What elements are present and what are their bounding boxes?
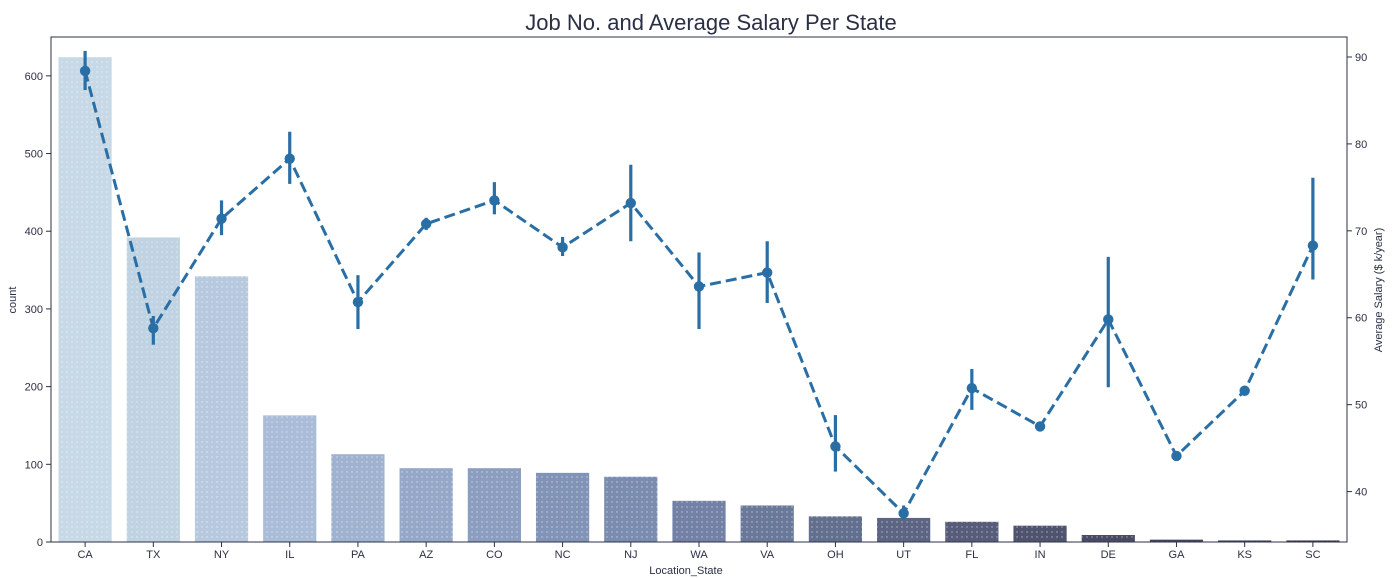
x-tick-label-ga: GA (1169, 549, 1186, 561)
bar-texture-ca (58, 57, 112, 542)
salary-point-de (1103, 314, 1114, 325)
bar-texture-co (467, 468, 521, 542)
y2-tick-label: 50 (1355, 400, 1367, 412)
y-axis-label: count (7, 287, 19, 314)
x-tick-label-fl: FL (965, 549, 978, 561)
x-tick-label-in: IN (1035, 549, 1046, 561)
x-tick-label-az: AZ (419, 549, 433, 561)
salary-point-in (1034, 421, 1046, 432)
bar-texture-pa (331, 454, 385, 542)
x-tick-label-ny: NY (214, 549, 230, 561)
bar-texture-fl (945, 521, 999, 542)
y2-tick-label: 80 (1355, 139, 1367, 151)
y-tick-label: 500 (25, 149, 43, 161)
salary-point-il (284, 153, 295, 164)
y-tick-label: 300 (25, 304, 43, 316)
bar-texture-ga (1149, 539, 1204, 542)
salary-point-nc (557, 242, 568, 253)
salary-point-ks (1239, 385, 1250, 396)
x-tick-label-oh: OH (827, 549, 844, 561)
salary-point-nj (625, 197, 636, 209)
salary-point-oh (830, 441, 841, 452)
bar-texture-tx (126, 237, 180, 542)
salary-point-sc (1307, 240, 1319, 251)
y2-axis-label: Average Salary ($ k/year) (1373, 228, 1385, 353)
salary-point-ca (79, 65, 91, 77)
salary-line-layer (79, 50, 1319, 520)
x-tick-label-va: VA (760, 549, 775, 561)
y2-tick-label: 40 (1355, 487, 1367, 499)
bar-texture-az (399, 468, 453, 542)
salary-point-az (420, 218, 432, 230)
x-tick-label-co: CO (486, 549, 503, 561)
y-tick-label: 400 (25, 226, 43, 238)
bar-texture-ut (877, 517, 931, 542)
salary-point-va (762, 267, 773, 278)
x-axis-label: Location_State (649, 565, 722, 577)
y-tick-label: 100 (25, 459, 43, 471)
bar-texture-il (263, 415, 317, 542)
x-tick-label-tx: TX (146, 549, 161, 561)
x-tick-label-wa: WA (690, 549, 708, 561)
bar-texture-sc (1286, 540, 1340, 542)
axes-layer: 0 100 200 300 400 500 600 40 50 60 70 80 90 CA TX NY IL P… (25, 36, 1367, 561)
salary-point-wa (693, 281, 705, 292)
salary-point-ut (898, 508, 909, 519)
x-tick-label-ca: CA (77, 549, 93, 561)
x-tick-label-ks: KS (1237, 549, 1252, 561)
salary-point-fl (966, 382, 978, 394)
salary-point-ny (216, 213, 227, 224)
chart-title: Job No. and Average Salary Per State (525, 10, 896, 35)
bar-texture-nc (535, 472, 590, 542)
bar-texture-va (740, 505, 794, 542)
bar-texture-ny (194, 276, 249, 542)
salary-point-pa (352, 296, 364, 308)
bar-texture-wa (672, 500, 726, 542)
x-tick-label-sc: SC (1305, 549, 1320, 561)
y2-tick-label: 90 (1355, 52, 1367, 64)
y-tick-label: 200 (25, 382, 43, 394)
bar-texture-ks (1218, 540, 1272, 542)
y-tick-label: 600 (25, 71, 43, 83)
salary-point-ga (1171, 450, 1182, 462)
bar-texture-de (1081, 535, 1135, 542)
y2-tick-label: 70 (1355, 226, 1367, 238)
bar-texture-in (1013, 525, 1067, 542)
bar-texture-nj (604, 476, 658, 542)
x-tick-label-ut: UT (896, 549, 911, 561)
salary-point-co (489, 195, 500, 206)
salary-point-tx (148, 322, 159, 334)
bar-texture-oh (808, 516, 863, 542)
x-tick-label-nc: NC (555, 549, 571, 561)
x-tick-label-nj: NJ (624, 549, 637, 561)
y2-tick-label: 60 (1355, 313, 1367, 325)
x-tick-label-de: DE (1101, 549, 1116, 561)
x-tick-label-il: IL (285, 549, 294, 561)
y-tick-label: 0 (37, 537, 43, 549)
x-tick-label-pa: PA (351, 549, 366, 561)
